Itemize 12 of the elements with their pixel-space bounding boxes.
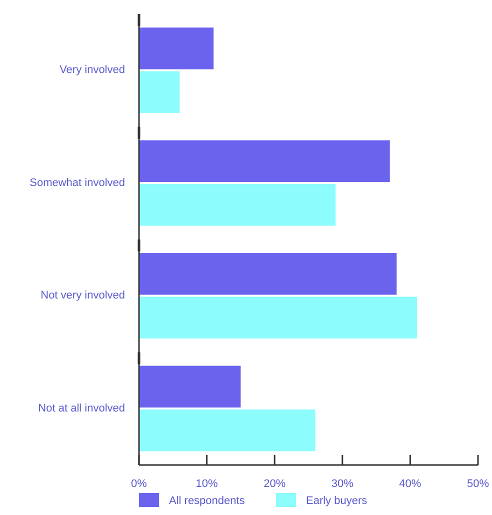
x-tick-label: 40% bbox=[399, 478, 422, 490]
y-tick-label: Somewhat involved bbox=[30, 176, 125, 189]
y-tick-label: Not very involved bbox=[40, 290, 125, 302]
y-tick-label: Not at all involved bbox=[38, 402, 125, 414]
y-tick-label: Very involved bbox=[60, 64, 125, 76]
x-tick-label: 20% bbox=[264, 478, 286, 490]
x-tick-label: 10% bbox=[196, 478, 218, 490]
x-tick-label: 50% bbox=[466, 478, 490, 490]
legend-label: All respondents bbox=[169, 495, 246, 507]
legend-label: Early buyers bbox=[306, 495, 368, 507]
x-tick-label: 30% bbox=[331, 478, 354, 490]
x-tick-label: 0% bbox=[131, 478, 148, 490]
